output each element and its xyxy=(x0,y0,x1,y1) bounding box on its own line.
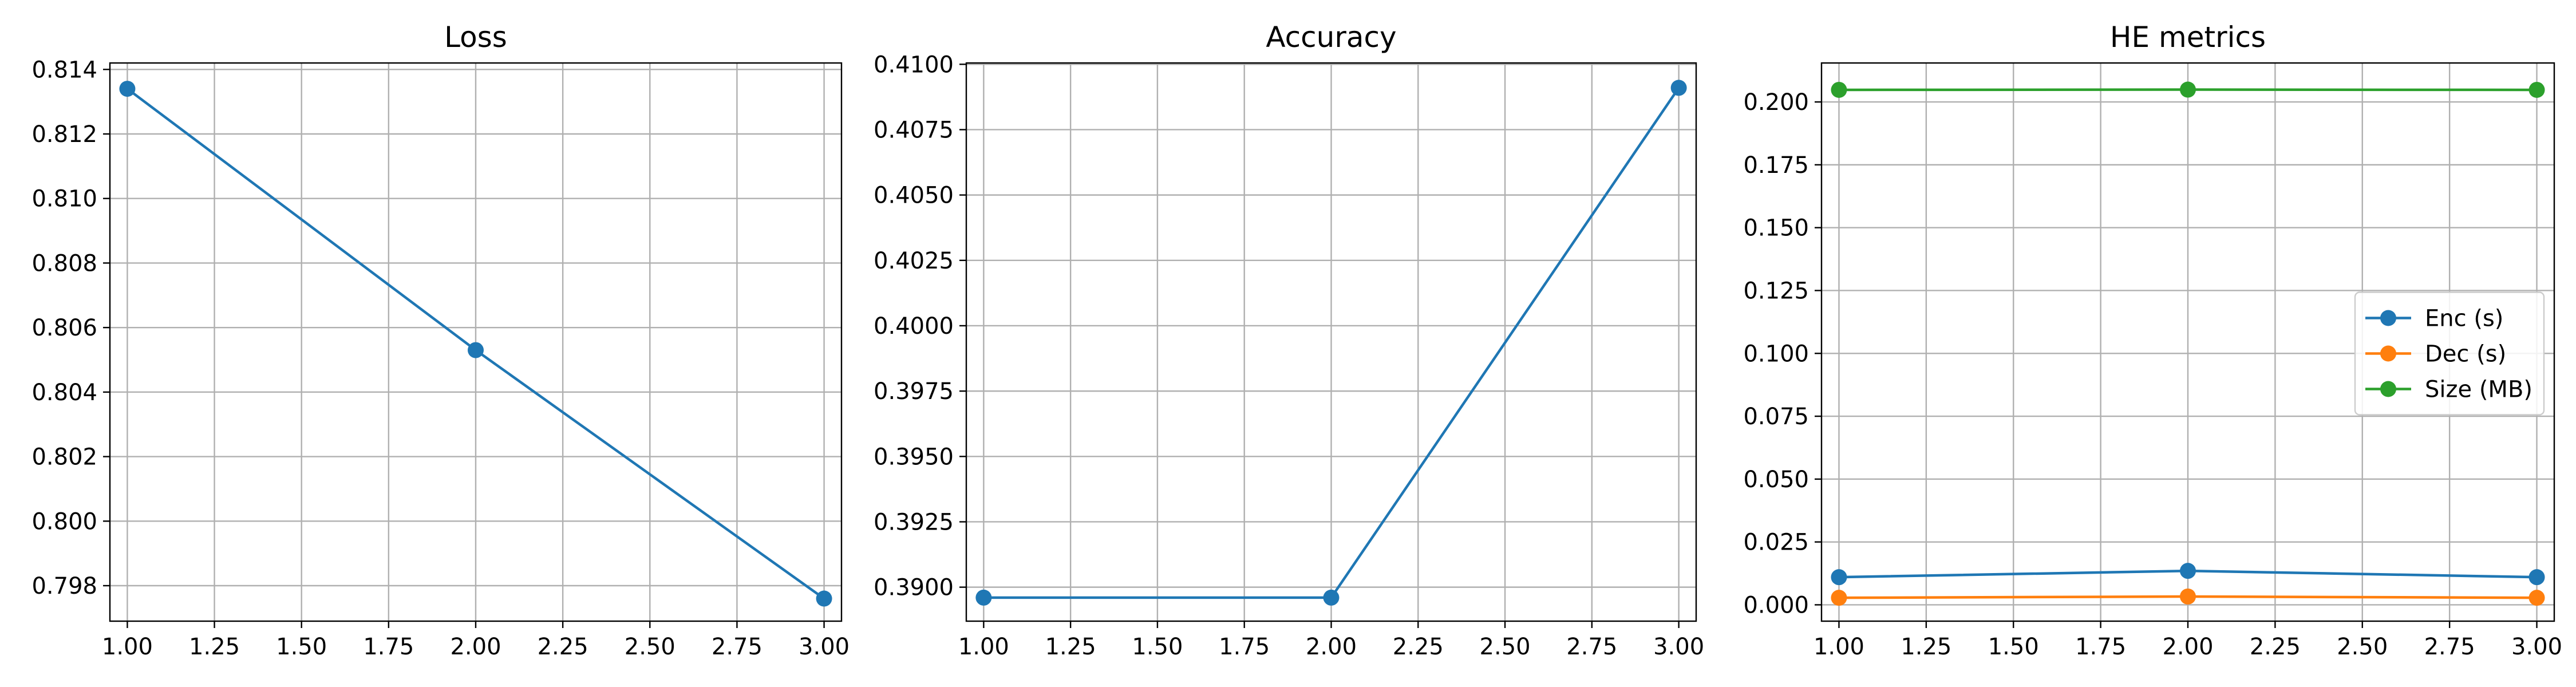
loss-x-tick-label: 3.00 xyxy=(799,634,850,660)
loss-series-point xyxy=(468,342,484,358)
he-metrics-title: HE metrics xyxy=(2110,21,2266,54)
accuracy-y-tick-label: 0.3975 xyxy=(874,378,954,405)
accuracy-y-tick-label: 0.4000 xyxy=(874,313,954,339)
he-metrics-y-tick-label: 0.075 xyxy=(1743,404,1809,430)
accuracy-series-point xyxy=(1323,589,1340,606)
he-metrics-dec-s-point xyxy=(1831,590,1847,606)
he-metrics-panel: 1.00 1.25 1.50 1.75 2.00 2.25 2.50 2.75 3.00 0.00… xyxy=(1743,21,2562,660)
loss-y-tick-label: 0.800 xyxy=(31,508,97,535)
he-metrics-legend: Enc (s) Dec (s) Size (MB) xyxy=(2354,291,2545,416)
loss-y-tick-label: 0.814 xyxy=(31,57,97,83)
loss-panel: 1.00 1.25 1.50 1.75 2.00 2.25 2.50 2.75 3.00 0.79… xyxy=(31,21,850,660)
accuracy-x-tick-label: 1.75 xyxy=(1219,634,1270,660)
loss-x-tick-label: 1.00 xyxy=(102,634,153,660)
accuracy-x-tick-label: 2.25 xyxy=(1393,634,1444,660)
he-metrics-x-tick-label: 1.00 xyxy=(1814,634,1864,660)
he-metrics-enc-s-point xyxy=(2528,569,2545,586)
loss-x-tick-label: 1.25 xyxy=(189,634,240,660)
he-metrics-size-mb-point xyxy=(2528,81,2545,98)
he-metrics-y-tick-label: 0.200 xyxy=(1743,89,1809,116)
loss-x-tick-label: 1.50 xyxy=(276,634,327,660)
he-metrics-x-tick-label: 2.50 xyxy=(2337,634,2388,660)
accuracy-axes-frame xyxy=(965,62,1697,622)
he-metrics-y-tick-label: 0.000 xyxy=(1743,592,1809,618)
loss-y-tick-label: 0.808 xyxy=(31,250,97,277)
accuracy-y-tick-label: 0.4050 xyxy=(874,183,954,209)
accuracy-y-tick-label: 0.4025 xyxy=(874,248,954,274)
loss-y-tick-label: 0.798 xyxy=(31,573,97,599)
he-metrics-legend-enc-s-label: Enc (s) xyxy=(2425,306,2503,332)
he-metrics-enc-s-point xyxy=(1831,569,1847,586)
loss-title: Loss xyxy=(444,21,507,54)
he-metrics-x-tick-label: 3.00 xyxy=(2511,634,2562,660)
accuracy-y-tick-label: 0.3900 xyxy=(874,575,954,601)
accuracy-y-tick-label: 0.3950 xyxy=(874,444,954,470)
he-metrics-x-tick-label: 2.25 xyxy=(2250,634,2301,660)
he-metrics-x-tick-label: 2.75 xyxy=(2424,634,2475,660)
he-metrics-y-tick-label: 0.175 xyxy=(1743,152,1809,179)
he-metrics-dec-s-point xyxy=(2180,588,2196,605)
he-metrics-dec-s-point xyxy=(2528,590,2545,606)
loss-y-tick-label: 0.804 xyxy=(31,380,97,406)
accuracy-series-point xyxy=(1670,80,1687,96)
he-metrics-legend-dec-s-label: Dec (s) xyxy=(2425,341,2506,368)
loss-x-tick-label: 1.75 xyxy=(363,634,414,660)
accuracy-x-tick-label: 1.25 xyxy=(1045,634,1096,660)
accuracy-series-point xyxy=(975,589,992,606)
accuracy-y-tick-label: 0.4100 xyxy=(874,52,954,78)
he-metrics-axes-frame xyxy=(1820,62,2555,622)
loss-series-point xyxy=(816,590,832,607)
accuracy-x-tick-label: 1.50 xyxy=(1132,634,1183,660)
loss-series-point xyxy=(119,81,136,97)
he-metrics-x-tick-label: 1.25 xyxy=(1901,634,1951,660)
accuracy-x-tick-label: 1.00 xyxy=(958,634,1009,660)
he-metrics-legend-dec-s-marker xyxy=(2380,345,2396,362)
loss-y-tick-label: 0.802 xyxy=(31,444,97,471)
loss-x-tick-label: 2.75 xyxy=(712,634,762,660)
accuracy-y-tick-label: 0.3925 xyxy=(874,509,954,535)
loss-x-tick-label: 2.00 xyxy=(450,634,501,660)
he-metrics-legend-size-mb-marker xyxy=(2380,381,2396,397)
loss-x-tick-label: 2.50 xyxy=(625,634,675,660)
he-metrics-legend-box xyxy=(2354,291,2545,416)
accuracy-y-tick-label: 0.4075 xyxy=(874,117,954,143)
accuracy-x-tick-label: 2.00 xyxy=(1306,634,1357,660)
he-metrics-y-tick-label: 0.050 xyxy=(1743,467,1809,493)
he-metrics-x-tick-label: 1.75 xyxy=(2075,634,2126,660)
he-metrics-legend-enc-s-marker xyxy=(2380,310,2396,326)
he-metrics-size-mb-point xyxy=(1831,81,1847,98)
he-metrics-x-tick-label: 1.50 xyxy=(1988,634,2039,660)
loss-y-tick-label: 0.806 xyxy=(31,315,97,341)
accuracy-panel: 1.00 1.25 1.50 1.75 2.00 2.25 2.50 2.75 3.00 0.39… xyxy=(874,21,1704,660)
accuracy-title: Accuracy xyxy=(1266,21,1396,54)
loss-y-tick-label: 0.812 xyxy=(31,121,97,148)
loss-axes-frame xyxy=(109,62,843,622)
he-metrics-legend-size-mb-label: Size (MB) xyxy=(2425,377,2532,403)
loss-y-tick-label: 0.810 xyxy=(31,186,97,212)
he-metrics-y-tick-label: 0.125 xyxy=(1743,278,1809,304)
he-metrics-size-mb-point xyxy=(2180,81,2196,98)
loss-x-tick-label: 2.25 xyxy=(538,634,588,660)
accuracy-x-tick-label: 2.75 xyxy=(1566,634,1617,660)
accuracy-x-tick-label: 2.50 xyxy=(1480,634,1531,660)
he-metrics-y-tick-label: 0.100 xyxy=(1743,341,1809,367)
he-metrics-x-tick-label: 2.00 xyxy=(2162,634,2213,660)
he-metrics-enc-s-point xyxy=(2180,563,2196,579)
he-metrics-y-tick-label: 0.150 xyxy=(1743,215,1809,242)
he-metrics-y-tick-label: 0.025 xyxy=(1743,530,1809,556)
accuracy-x-tick-label: 3.00 xyxy=(1653,634,1704,660)
